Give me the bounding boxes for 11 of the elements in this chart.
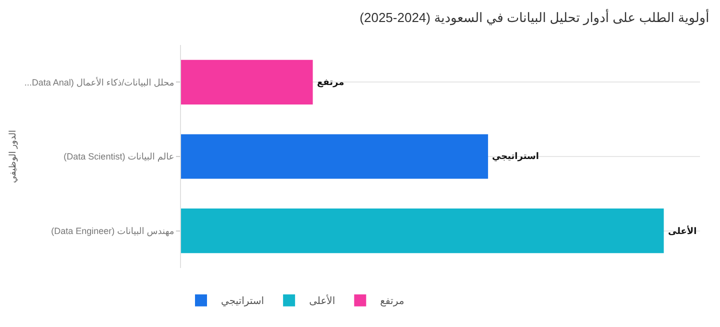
legend-label: مرتفع <box>380 296 404 308</box>
legend-label: استراتيجي <box>221 296 264 308</box>
y-tick-label: (Data Engineer) مهندس البيانات <box>51 226 174 237</box>
annotation: الأعلى <box>668 225 697 236</box>
annotation: مرتفع <box>317 77 344 88</box>
annotation: استراتيجي <box>492 151 539 162</box>
y-tick-label: (Data Scientist) عالم البيانات <box>64 152 174 163</box>
chart-title: (2025-2024) أولوية الطلب على أدوار تحليل البيانات في السعودية <box>360 9 710 26</box>
legend-label: الأعلى <box>309 294 336 308</box>
y-tick-label: ...Data Anal) محلل البيانات/ذكاء الأعمال <box>24 76 174 88</box>
y-axis-title: الدور الوظيفي <box>8 130 19 183</box>
